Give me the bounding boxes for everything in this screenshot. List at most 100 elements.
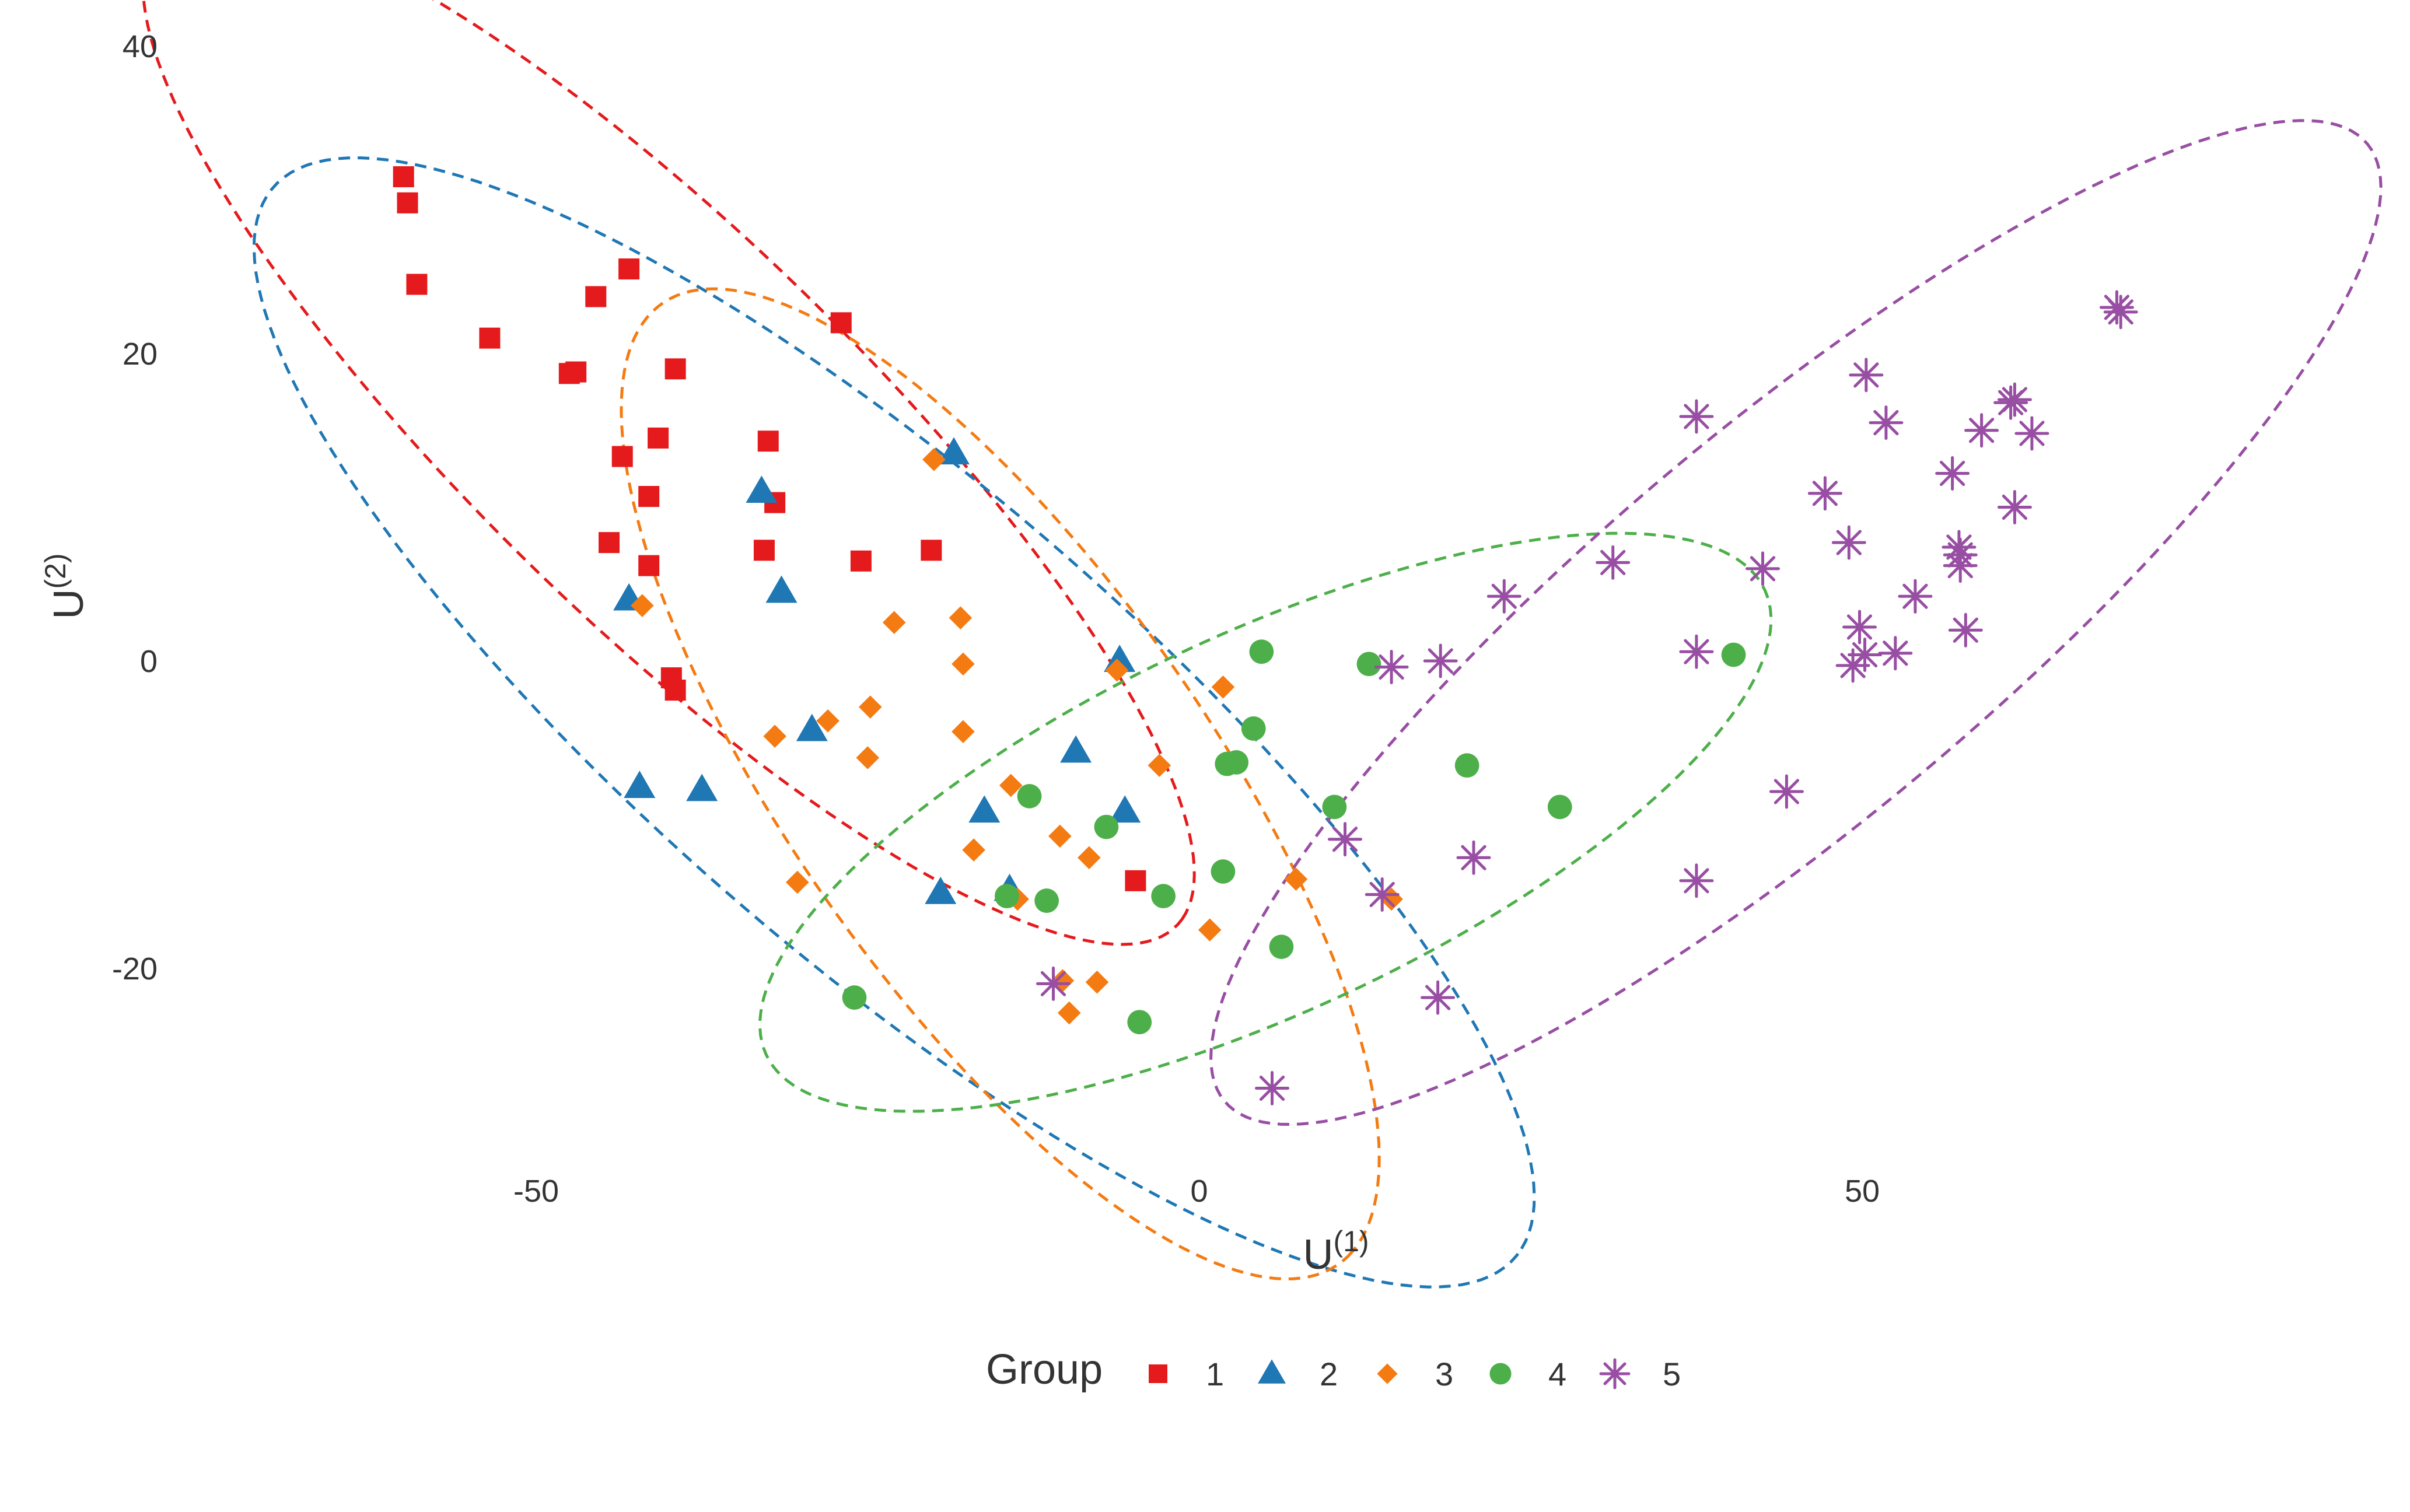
y-tick-label: 0 xyxy=(140,644,158,679)
data-points xyxy=(393,166,2138,1105)
point-group-1 xyxy=(585,286,607,307)
legend-key-group-1 xyxy=(1149,1364,1167,1383)
y-tick-label: 20 xyxy=(123,337,158,372)
point-group-1 xyxy=(830,312,852,334)
legend-label-group-2: 2 xyxy=(1320,1356,1338,1392)
point-group-2 xyxy=(624,771,656,798)
confidence-ellipses xyxy=(142,0,2383,1289)
y-axis-ticks: -20 0 20 40 xyxy=(112,29,158,986)
point-group-4 xyxy=(1454,753,1479,778)
point-group-1 xyxy=(611,446,633,467)
point-group-5 xyxy=(1943,548,1978,583)
point-group-1 xyxy=(757,430,779,452)
point-group-2 xyxy=(968,795,1001,823)
point-group-3 xyxy=(1057,1001,1081,1025)
point-group-1 xyxy=(479,327,501,349)
point-group-2 xyxy=(925,876,957,904)
legend-key-group-5 xyxy=(1599,1358,1631,1390)
point-group-1 xyxy=(1125,870,1146,891)
x-axis-title-superscript: (1) xyxy=(1333,1225,1369,1258)
y-tick-label: -20 xyxy=(112,951,158,986)
point-group-4 xyxy=(995,884,1019,909)
point-group-3 xyxy=(1148,754,1171,777)
point-group-4 xyxy=(1094,814,1119,839)
x-axis-ticks: -50 0 50 xyxy=(513,1174,1880,1209)
point-group-1 xyxy=(648,427,669,449)
point-group-3 xyxy=(922,448,946,471)
point-group-5 xyxy=(1964,413,1999,448)
legend-label-group-5: 5 xyxy=(1663,1356,1681,1392)
x-tick-label: -50 xyxy=(513,1174,559,1209)
point-group-5 xyxy=(1423,643,1458,678)
ellipse-group-2 xyxy=(252,156,1536,1289)
point-group-2 xyxy=(765,575,797,603)
point-group-1 xyxy=(393,166,414,187)
point-group-1 xyxy=(565,361,587,383)
point-group-1 xyxy=(664,680,686,701)
point-group-5 xyxy=(1807,476,1842,511)
x-axis-title-base: U xyxy=(1303,1231,1333,1278)
point-group-5 xyxy=(1486,579,1521,614)
point-group-4 xyxy=(1547,794,1572,820)
point-group-5 xyxy=(1997,490,2032,524)
point-group-3 xyxy=(1211,675,1235,699)
point-group-3 xyxy=(763,724,786,748)
point-group-2 xyxy=(686,774,718,802)
point-group-5 xyxy=(1769,774,1804,809)
point-group-3 xyxy=(1105,659,1129,682)
point-group-3 xyxy=(999,774,1023,797)
legend-label-group-1: 1 xyxy=(1206,1356,1224,1392)
y-axis-title-base: U xyxy=(46,589,92,620)
point-group-1 xyxy=(638,555,660,576)
legend-key-group-3 xyxy=(1377,1363,1398,1384)
x-tick-label: 50 xyxy=(1845,1174,1880,1209)
point-group-4 xyxy=(1356,652,1381,677)
point-group-5 xyxy=(1679,863,1714,898)
ellipse-group-4 xyxy=(758,531,1773,1113)
point-group-5 xyxy=(1835,648,1870,683)
ellipse-group-5 xyxy=(1209,119,2383,1126)
point-group-5 xyxy=(1036,966,1071,1001)
point-group-3 xyxy=(949,606,973,630)
point-group-3 xyxy=(785,870,809,894)
point-group-5 xyxy=(1948,612,1983,648)
legend: Group 1 2 3 4 5 xyxy=(986,1346,1681,1393)
point-group-5 xyxy=(1869,405,1904,440)
ellipse-group-3 xyxy=(620,287,1381,1281)
legend-label-group-4: 4 xyxy=(1548,1356,1566,1392)
point-group-1 xyxy=(850,550,872,572)
point-group-4 xyxy=(1151,884,1176,909)
point-group-1 xyxy=(921,540,942,561)
point-group-3 xyxy=(856,746,880,769)
point-group-3 xyxy=(1085,970,1109,994)
point-group-3 xyxy=(952,720,975,744)
point-group-5 xyxy=(1365,877,1400,912)
point-group-3 xyxy=(631,594,654,617)
ellipse-group-1 xyxy=(142,0,1196,946)
point-group-5 xyxy=(1898,579,1933,614)
point-group-2 xyxy=(1060,735,1092,763)
point-group-4 xyxy=(1269,935,1294,959)
point-group-2 xyxy=(746,475,778,503)
y-axis-title: U(2) xyxy=(39,553,92,619)
point-group-5 xyxy=(1328,822,1362,857)
point-group-2 xyxy=(938,437,970,465)
y-axis-title-superscript: (2) xyxy=(39,553,72,589)
legend-key-group-4 xyxy=(1489,1363,1512,1385)
point-group-4 xyxy=(1249,639,1274,664)
y-tick-label: 40 xyxy=(123,29,158,64)
point-group-5 xyxy=(1842,610,1877,645)
point-group-4 xyxy=(1721,642,1746,667)
point-group-2 xyxy=(796,713,828,741)
point-group-1 xyxy=(638,486,660,508)
point-group-4 xyxy=(842,985,867,1010)
point-group-5 xyxy=(1679,634,1714,669)
point-group-1 xyxy=(406,274,428,295)
point-group-1 xyxy=(664,358,686,380)
point-group-5 xyxy=(1993,385,2028,420)
legend-key-group-2 xyxy=(1258,1359,1286,1384)
point-group-3 xyxy=(858,695,882,719)
point-group-4 xyxy=(1034,888,1059,913)
point-group-3 xyxy=(1048,824,1072,848)
point-group-5 xyxy=(1374,650,1409,684)
